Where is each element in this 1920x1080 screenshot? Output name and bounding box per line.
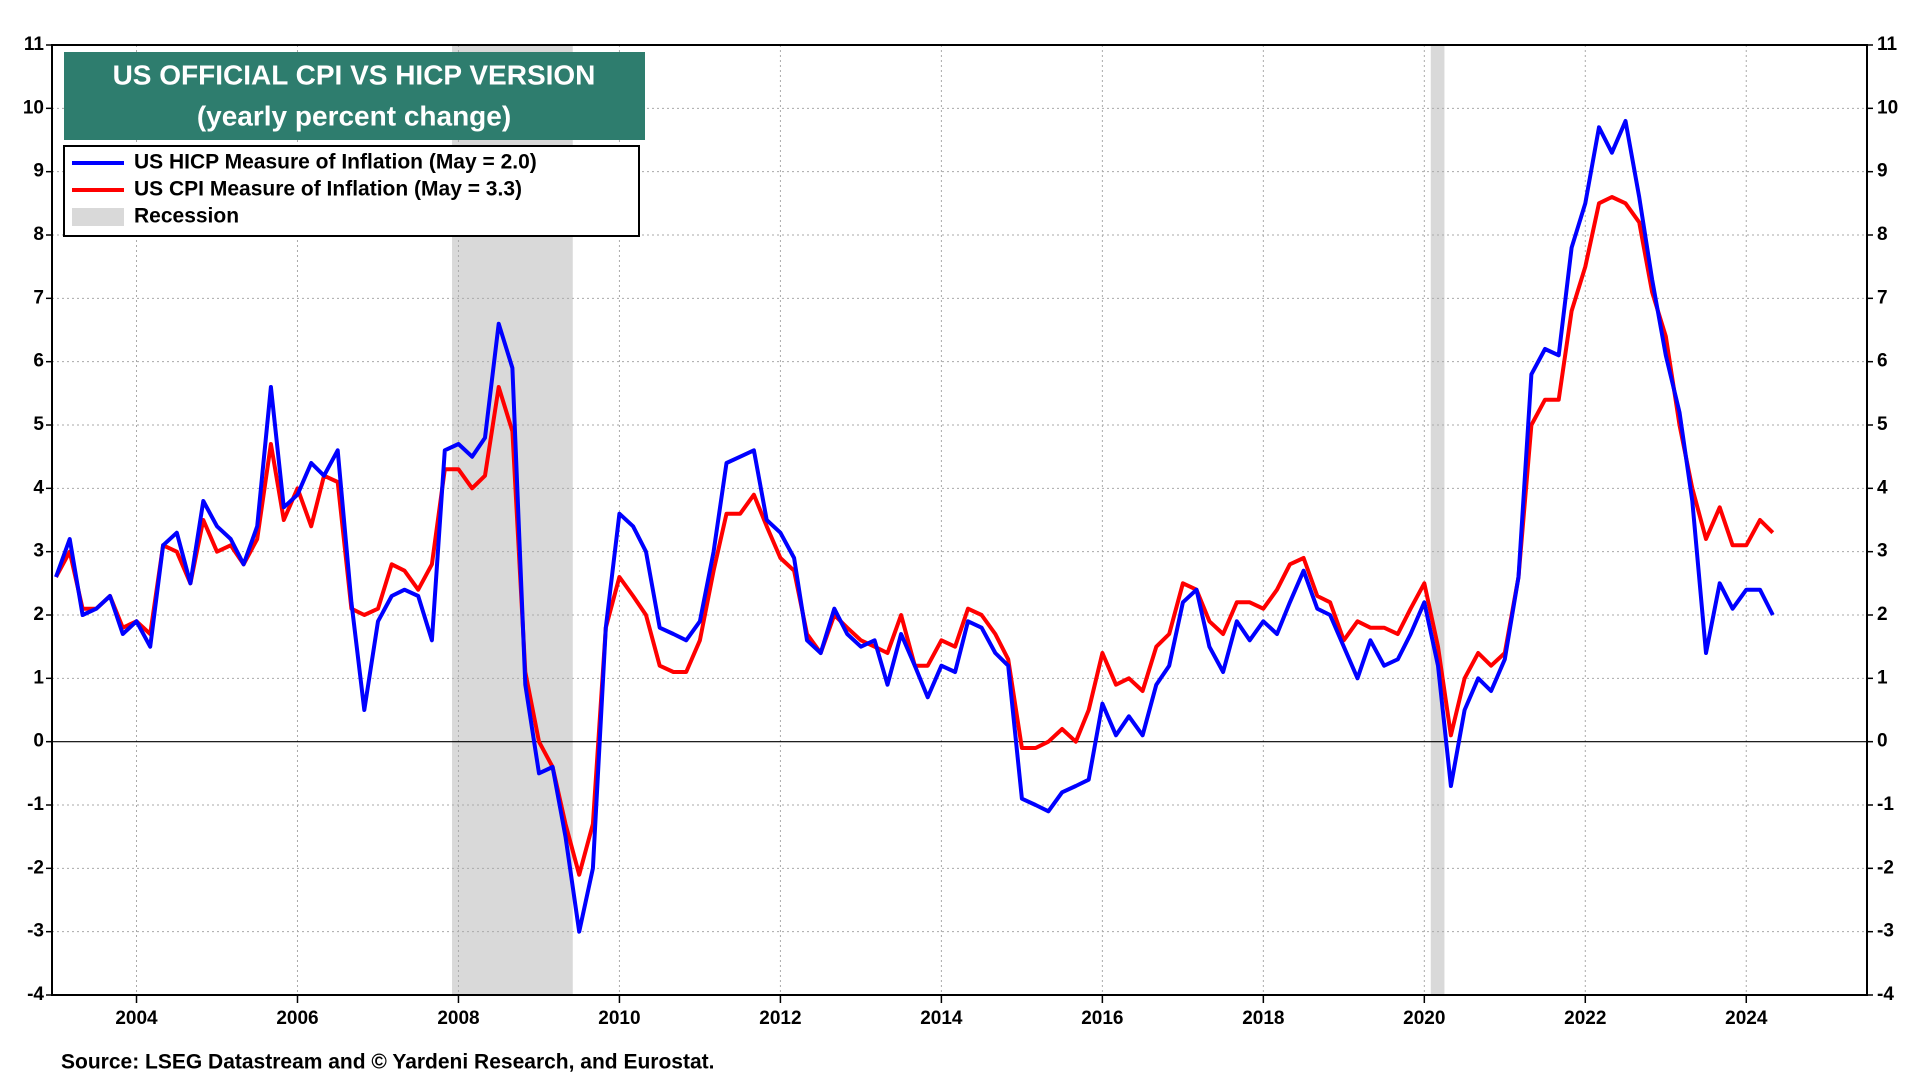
source-note: Source: LSEG Datastream and © Yardeni Re… <box>61 1051 714 1074</box>
x-tick-label: 2016 <box>1081 1008 1123 1029</box>
y-tick-label: 8 <box>33 224 44 245</box>
x-tick-label: 2018 <box>1242 1008 1284 1029</box>
y2-tick-label: -2 <box>1877 857 1894 878</box>
x-tick-label: 2006 <box>276 1008 318 1029</box>
y2-tick-label: 2 <box>1877 604 1888 625</box>
y-tick-label: 0 <box>33 731 44 752</box>
y2-tick-label: 3 <box>1877 541 1888 562</box>
y2-tick-label: 8 <box>1877 224 1888 245</box>
legend-box <box>63 145 640 237</box>
x-tick-label: 2022 <box>1564 1008 1606 1029</box>
x-tick-label: 2014 <box>920 1008 963 1029</box>
title-box <box>64 52 645 140</box>
y-tick-label: 10 <box>23 97 44 118</box>
y-tick-label: 3 <box>33 541 44 562</box>
y2-tick-label: -4 <box>1877 984 1894 1005</box>
legend-label: US HICP Measure of Inflation (May = 2.0) <box>134 151 537 174</box>
y-tick-label: 1 <box>33 667 44 688</box>
y2-tick-label: 0 <box>1877 731 1888 752</box>
y-tick-label: 6 <box>33 351 44 372</box>
y2-tick-label: 10 <box>1877 97 1898 118</box>
y2-tick-label: 6 <box>1877 351 1888 372</box>
y-tick-label: 2 <box>33 604 44 625</box>
legend: US HICP Measure of Inflation (May = 2.0)… <box>63 145 640 237</box>
y2-tick-label: 11 <box>1877 34 1898 55</box>
chart-subtitle: (yearly percent change) <box>197 100 511 131</box>
x-tick-label: 2020 <box>1403 1008 1445 1029</box>
series-line <box>54 119 1775 934</box>
y2-tick-label: 5 <box>1877 414 1888 435</box>
y2-tick-label: 9 <box>1877 161 1888 182</box>
y2-tick-label: 4 <box>1877 477 1888 498</box>
legend-label: Recession <box>134 205 239 228</box>
y2-tick-label: -1 <box>1877 794 1894 815</box>
recession-band <box>1430 45 1445 995</box>
y-tick-label: -1 <box>27 794 44 815</box>
y-tick-label: 4 <box>33 477 44 498</box>
y-tick-label: 7 <box>33 287 44 308</box>
legend-swatch <box>72 208 124 226</box>
x-tick-label: 2004 <box>115 1008 158 1029</box>
plot-frame <box>51 44 1868 996</box>
y-tick-label: -2 <box>27 857 44 878</box>
y2-tick-label: 7 <box>1877 287 1888 308</box>
y-tick-label: 5 <box>33 414 44 435</box>
y-tick-label: -3 <box>27 921 44 942</box>
x-tick-label: 2008 <box>437 1008 479 1029</box>
chart-title: US OFFICIAL CPI VS HICP VERSION <box>113 59 596 90</box>
y-tick-label: 11 <box>24 34 45 55</box>
x-tick-label: 2010 <box>598 1008 640 1029</box>
y2-tick-label: 1 <box>1877 667 1888 688</box>
legend-label: US CPI Measure of Inflation (May = 3.3) <box>134 178 522 201</box>
plot-layer: -4 -4-3 -3-2 -2-1 -10 01 12 23 34 45 56 67 78 89 910 10… <box>23 34 1898 1029</box>
y2-tick-label: -3 <box>1877 921 1894 942</box>
x-tick-label: 2024 <box>1725 1008 1768 1029</box>
y-tick-label: -4 <box>27 984 44 1005</box>
x-tick-label: 2012 <box>759 1008 801 1029</box>
y-tick-label: 9 <box>33 161 44 182</box>
